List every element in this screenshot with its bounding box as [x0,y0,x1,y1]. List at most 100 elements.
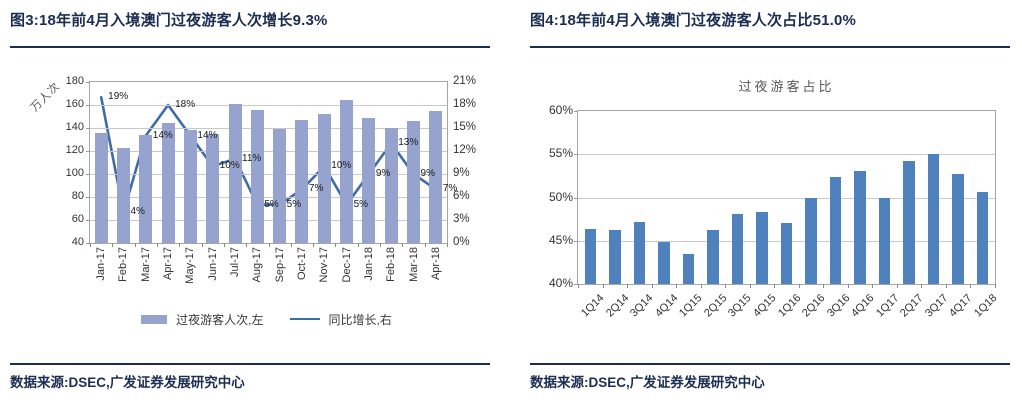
x-axis-tick [201,243,203,247]
right-axis-tick-label: 12% [453,144,477,156]
x-axis-tick [995,284,996,288]
overnight-visitors-bar [362,117,376,243]
left-axis-tick [86,243,90,244]
figure3-title: 图3:18年前4月入境澳门过夜游客人次增长9.3% [10,12,328,29]
overnight-visitors-bar [295,119,309,243]
x-axis-tick [798,284,800,288]
figure3-title-divider [10,46,490,48]
x-axis-tick [156,243,158,247]
left-axis-tick-label: 180 [65,75,84,87]
overnight-visitors-bar [317,114,331,243]
share-plot-area [574,110,996,288]
x-axis-tick [970,284,972,288]
line-data-label: 7% [442,183,458,195]
x-axis-tick [246,243,248,247]
overnight-visitors-bar [407,121,421,243]
y-axis-tick [574,154,578,156]
x-axis-tick-label: Mar-17 [139,247,152,282]
overnight-share-bar [780,223,793,284]
figure4-source-divider [530,363,1010,365]
chart-inner-title: 过夜游客占比 [738,79,835,94]
gridline [90,105,447,106]
x-axis-tick [313,243,315,247]
x-axis-tick-label: Jun-17 [206,247,219,281]
x-axis-tick [651,284,653,288]
x-axis-tick [945,284,947,288]
overnight-share-bar [805,197,817,284]
right-axis-tick-label: 3% [453,213,470,225]
left-axis-tick-label: 60 [71,213,84,225]
right-axis-tick-label: 18% [453,98,477,110]
left-axis-tick-label: 120 [65,144,84,156]
x-axis-tick-label: Jan-18 [362,247,375,281]
combo-x-axis: Jan-17 Feb-17 Mar-17 Apr-17 May-17 Jun-17 Jul-… [90,247,447,307]
x-axis-tick-label: Oct-17 [295,247,308,281]
overnight-share-bar [878,197,891,284]
figure4-title-divider [530,46,1010,48]
growth-line-series [99,96,438,214]
overnight-visitors-bar [250,109,264,243]
overnight-share-bar [976,192,989,284]
right-axis-tick-label: 21% [453,75,477,87]
overnight-share-bar [682,253,695,284]
gridline [90,197,447,198]
x-axis-tick [774,284,776,288]
y-axis-tick-label: 50% [548,189,573,204]
x-axis-tick-label: Feb-17 [117,247,130,282]
x-axis-tick-label: Jan-17 [95,247,108,281]
overnight-share-bar [731,213,744,284]
x-axis-tick [896,284,898,288]
x-axis-tick [402,243,404,247]
left-axis-tick-label: 40 [71,236,84,248]
left-axis-tick-label: 140 [65,121,84,133]
overnight-share-bar [927,154,940,284]
overnight-visitors-bar [183,130,197,243]
line-data-label: 18% [175,99,196,110]
combo-plot-area: 19% 4% 14% 18% 14% 10% 11% 5% 5% 7% 10% 5% 9% 13% 9% 7% [86,81,457,247]
figure3-legend: 过夜游客人次,左 同比增长,右 [90,309,447,329]
x-axis-tick [134,243,136,247]
y-axis-tick [574,284,578,285]
overnight-visitors-bar [94,132,108,243]
gridline [578,154,995,156]
overnight-visitors-bar [139,134,153,243]
left-axis-tick-label: 160 [65,98,84,110]
left-axis-tick [86,220,90,221]
right-axis-tick-label: 15% [453,121,477,133]
x-axis-tick [602,284,604,288]
bar-series-legend-label: 过夜游客人次,左 [176,312,264,327]
x-axis-tick [90,243,91,247]
x-axis-tick [179,243,181,247]
gridline [90,151,447,152]
line-data-label: 5% [286,198,302,210]
x-axis-tick-label: Feb-18 [385,247,398,282]
x-axis-tick-label: May-17 [184,247,197,284]
left-axis-tick-label: 100 [65,167,84,179]
x-axis-tick [380,243,382,247]
x-axis-tick-label: Apr-18 [429,247,442,281]
line-data-label: 9% [375,168,391,179]
left-axis-tick [86,197,90,198]
y-axis-tick-label: 60% [548,103,573,117]
right-axis-tick-label: 9% [453,167,470,179]
overnight-visitors-bar [228,103,242,243]
x-axis-tick-label: Dec-17 [340,247,353,283]
overnight-share-bar [903,161,915,284]
left-axis-tick-label: 80 [71,190,84,202]
x-axis-tick [223,243,225,247]
gridline [90,174,447,175]
x-axis-tick [335,243,337,247]
left-axis-tick [86,151,90,152]
overnight-share-bar [609,229,621,284]
x-axis-tick [268,243,270,247]
figure3-panel: 图3:18年前4月入境澳门过夜游客人次增长9.3% 万人次 180 160 140 1… [10,12,490,390]
y-axis-tick [574,240,578,242]
overnight-visitors-bar [384,128,398,243]
line-data-label: 4% [130,206,145,218]
overnight-share-bar [829,176,842,284]
line-data-label: 10% [331,160,352,172]
overnight-share-bar [952,174,964,284]
x-axis-tick [424,243,426,247]
y-axis-tick-label: 45% [548,232,573,247]
